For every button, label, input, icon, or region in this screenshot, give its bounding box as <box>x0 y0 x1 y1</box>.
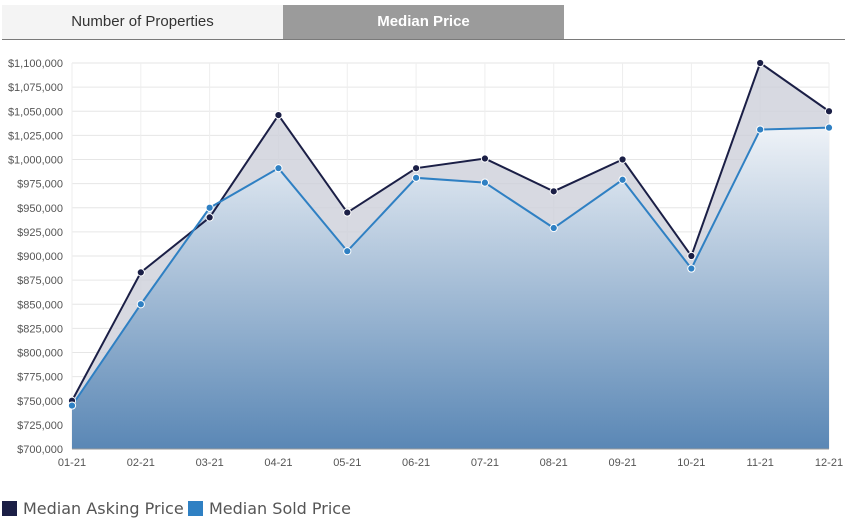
y-tick-label: $700,000 <box>17 444 63 456</box>
x-tick-label: 11-21 <box>747 457 774 469</box>
legend-item-median-sold-price[interactable]: Median Sold Price <box>188 496 351 520</box>
y-tick-label: $900,000 <box>17 251 63 263</box>
asking-point[interactable] <box>205 213 214 222</box>
legend-label-sold: Median Sold Price <box>209 498 351 518</box>
sold-point[interactable] <box>67 401 77 410</box>
asking-point[interactable] <box>343 208 352 217</box>
x-tick-label: 06-21 <box>402 457 430 469</box>
y-tick-label: $850,000 <box>17 299 63 311</box>
y-tick-label: $975,000 <box>17 179 63 191</box>
asking-point[interactable] <box>274 111 283 120</box>
asking-point[interactable] <box>136 268 145 277</box>
x-tick-label: 03-21 <box>196 457 224 469</box>
x-tick-label: 04-21 <box>264 457 292 469</box>
x-tick-label: 02-21 <box>127 457 155 469</box>
sold-point[interactable] <box>824 123 834 132</box>
asking-point[interactable] <box>824 107 834 116</box>
legend-swatch-sold <box>188 500 203 516</box>
legend: Median Asking Price Median Sold Price <box>0 496 850 520</box>
asking-point[interactable] <box>549 187 558 196</box>
x-axis: 01-21 02-21 03-21 04-21 05-21 06-21 07-21 08-21… <box>58 448 843 469</box>
sold-point[interactable] <box>756 125 765 134</box>
sold-point[interactable] <box>411 173 421 182</box>
x-tick-label: 01-21 <box>58 457 86 469</box>
asking-point[interactable] <box>411 164 421 173</box>
y-tick-label: $1,000,000 <box>8 155 63 167</box>
tab-divider <box>2 39 845 40</box>
y-tick-label: $1,025,000 <box>8 130 63 142</box>
legend-swatch-asking <box>2 500 17 516</box>
x-tick-label: 05-21 <box>333 457 361 469</box>
y-tick-label: $1,100,000 <box>8 58 63 70</box>
y-tick-label: $950,000 <box>17 203 63 215</box>
sold-point[interactable] <box>274 164 283 173</box>
sold-point[interactable] <box>205 203 214 212</box>
legend-item-median-asking-price[interactable]: Median Asking Price <box>2 496 184 520</box>
asking-point[interactable] <box>618 155 627 164</box>
sold-point[interactable] <box>343 247 352 256</box>
legend-label-asking: Median Asking Price <box>23 498 184 518</box>
asking-point[interactable] <box>687 251 696 261</box>
sold-point[interactable] <box>549 223 558 233</box>
series-lines <box>71 61 830 407</box>
y-tick-label: $825,000 <box>17 323 63 335</box>
y-axis: $700,000 $725,000 $750,000 $775,000 $800,000… <box>8 58 63 456</box>
area-fills <box>72 63 829 449</box>
x-tick-label: 10-21 <box>677 457 705 469</box>
sold-area <box>72 127 829 449</box>
y-tick-label: $750,000 <box>17 396 63 408</box>
x-tick-label: 07-21 <box>471 457 499 469</box>
y-tick-label: $800,000 <box>17 348 63 360</box>
y-tick-label: $925,000 <box>17 227 63 239</box>
sold-point[interactable] <box>687 264 696 273</box>
x-tick-label: 12-21 <box>815 457 843 469</box>
y-tick-label: $775,000 <box>17 372 63 384</box>
y-tick-label: $1,075,000 <box>8 82 63 94</box>
y-tick-label: $875,000 <box>17 275 63 287</box>
asking-line <box>71 61 830 402</box>
tab-median-price[interactable]: Median Price <box>283 5 564 39</box>
sold-line <box>71 126 830 407</box>
series-points <box>67 58 834 410</box>
chart-tabs: Number of Properties Median Price <box>2 5 845 40</box>
median-price-chart: $700,000 $725,000 $750,000 $775,000 $800,000… <box>8 58 843 469</box>
sold-point[interactable] <box>480 178 490 187</box>
x-tick-label: 08-21 <box>540 457 568 469</box>
sold-point[interactable] <box>618 175 627 184</box>
tab-number-of-properties[interactable]: Number of Properties <box>2 5 283 39</box>
asking-point[interactable] <box>480 154 490 163</box>
sold-point[interactable] <box>136 300 145 309</box>
y-tick-label: $725,000 <box>17 420 63 432</box>
x-tick-label: 09-21 <box>608 457 636 469</box>
asking-point[interactable] <box>756 58 765 68</box>
y-tick-label: $1,050,000 <box>8 106 63 118</box>
